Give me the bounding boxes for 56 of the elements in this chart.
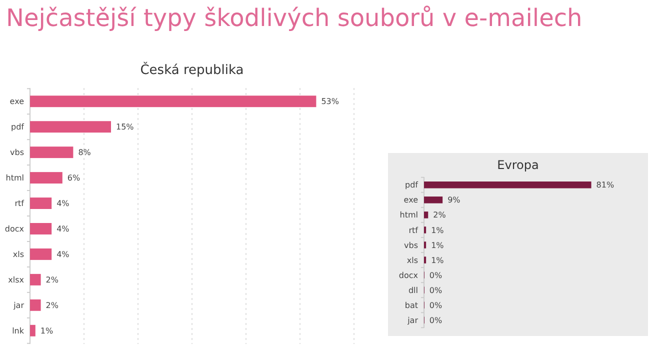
y-tick-label: dll (408, 286, 418, 295)
data-label: 0% (429, 316, 443, 325)
y-tick-label: exe (404, 196, 418, 205)
bar (424, 196, 443, 204)
data-label: 0% (429, 300, 443, 310)
data-label: 1% (431, 256, 444, 265)
data-label: 2% (46, 300, 59, 310)
y-tick-label: docx (4, 224, 24, 234)
data-label: 53% (321, 97, 340, 106)
data-label: 8% (78, 148, 92, 158)
y-tick-label: rtf (14, 199, 24, 208)
data-label: 15% (116, 122, 134, 132)
data-label: 1% (431, 226, 444, 235)
y-tick-label: xls (406, 256, 418, 265)
chart-title: Nejčastější typy škodlivých souborů v e-mailech (6, 4, 582, 32)
y-tick-label: pdf (11, 122, 24, 132)
y-tick-label: jar (406, 316, 419, 325)
chart-title: Evropa (497, 158, 539, 172)
data-label: 1% (40, 326, 54, 336)
data-label: 4% (56, 224, 70, 234)
bar (30, 274, 41, 286)
y-tick-label: html (6, 174, 24, 183)
y-tick-label: jar (12, 300, 25, 310)
y-tick-label: xls (12, 250, 24, 260)
y-tick-label: xlsx (8, 275, 24, 284)
y-tick-label: html (400, 210, 418, 220)
bar (30, 299, 41, 311)
bar (30, 146, 74, 158)
data-label: 4% (56, 199, 70, 208)
y-tick-label: docx (398, 270, 418, 280)
data-label: 0% (429, 270, 443, 280)
y-tick-label: vbs (10, 148, 24, 158)
bar (30, 223, 52, 234)
y-tick-label: exe (10, 97, 24, 106)
data-label: 6% (67, 174, 80, 183)
data-label: 2% (433, 210, 446, 220)
bar (30, 121, 111, 133)
data-label: 81% (596, 180, 614, 190)
data-label: 2% (46, 275, 59, 284)
y-tick-label: vbs (404, 240, 418, 250)
bar (30, 324, 36, 336)
data-label: 9% (448, 196, 461, 205)
data-label: 1% (431, 240, 444, 250)
y-tick-label: pdf (405, 180, 418, 190)
data-label: 4% (56, 250, 70, 260)
bar (30, 96, 316, 108)
y-tick-label: rtf (408, 226, 418, 235)
chart-subtitle: Česká republika (140, 61, 244, 78)
bar (424, 212, 428, 218)
y-tick-label: lnk (12, 326, 24, 336)
y-tick-label: bat (404, 300, 418, 310)
bar (30, 198, 52, 209)
bar (424, 182, 592, 188)
bar (30, 172, 62, 184)
data-label: 0% (429, 286, 443, 295)
bar (30, 248, 52, 260)
